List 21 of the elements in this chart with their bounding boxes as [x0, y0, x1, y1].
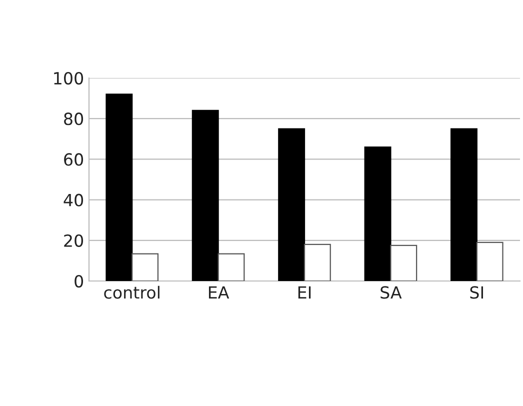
- y-tick-label: 100: [54, 72, 84, 85]
- bar: [192, 110, 219, 281]
- bar: [450, 128, 478, 281]
- y-tick-label: 60: [64, 153, 84, 166]
- bar: [106, 94, 133, 281]
- x-tick-label: EI: [298, 286, 311, 299]
- y-tick-label: 20: [64, 234, 84, 247]
- bar: [476, 242, 504, 281]
- bar: [278, 128, 306, 281]
- bar: [304, 244, 331, 281]
- bar: [132, 253, 159, 281]
- x-tick-label: EA: [208, 286, 230, 299]
- y-tick-label: 80: [64, 112, 84, 126]
- x-tick-label: SI: [470, 286, 484, 299]
- bar: [364, 146, 392, 281]
- y-tick-label: 40: [64, 194, 84, 206]
- y-tick-label: 0: [74, 274, 84, 288]
- bar: [390, 244, 418, 281]
- x-tick-label: SA: [380, 286, 402, 299]
- x-tick-label: control: [104, 286, 160, 299]
- bar: [218, 253, 245, 281]
